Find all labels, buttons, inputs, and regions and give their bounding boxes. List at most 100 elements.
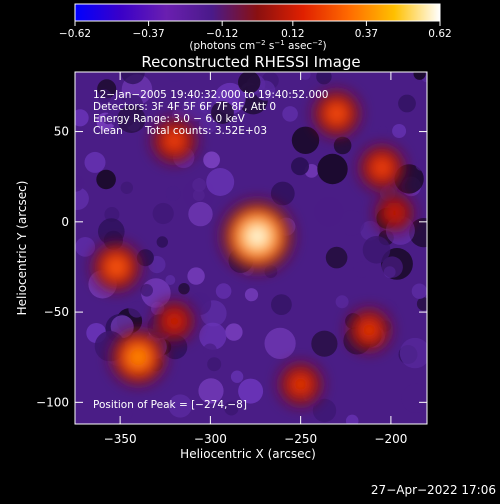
heatmap-texture-blob (398, 94, 416, 113)
heatmap-texture-blob (224, 401, 239, 416)
heatmap-texture-blob (183, 178, 215, 210)
heatmap-texture-blob (121, 72, 145, 85)
heatmap-texture-blob (392, 124, 407, 138)
heatmap-texture-blob (255, 80, 276, 101)
emission-spot (364, 325, 375, 335)
peak-position-label: Position of Peak = [−274,−8] (93, 399, 247, 411)
y-tick-label: −50 (44, 305, 69, 319)
heatmap-texture-blob (211, 101, 234, 124)
emission-spot (132, 351, 145, 364)
heatmap-texture-blob (75, 109, 89, 127)
colorbar-strip (74, 3, 441, 22)
heatmap-texture-blob (360, 220, 380, 241)
colorbar-tick-label: −0.37 (132, 28, 164, 40)
heatmap-texture-blob (362, 236, 391, 264)
heatmap-texture-blob (120, 408, 133, 421)
heatmap-texture-blob (291, 157, 309, 176)
info-line-energy: Energy Range: 3.0 − 6.0 keV (93, 113, 246, 125)
x-tick-label: −250 (284, 432, 317, 446)
heatmap-texture-blob (84, 151, 106, 173)
heatmap-texture-blob (311, 330, 338, 357)
colorbar-units: (photons cm−2 s−1 asec−2) (189, 39, 326, 52)
heatmap-texture-blob (264, 327, 296, 359)
heatmap-texture-blob (312, 398, 337, 423)
heatmap-texture-blob (291, 126, 320, 154)
heatmap-texture-blob (399, 337, 427, 369)
heatmap-texture-blob (411, 283, 427, 299)
x-axis-label: Heliocentric X (arcsec) (180, 447, 316, 461)
y-tick-label: 0 (61, 215, 69, 229)
heatmap-texture-blob (314, 197, 344, 227)
y-axis-ticks: 50 0 −50 −100 (36, 125, 427, 409)
info-line-counts: Total counts: 3.52E+03 (144, 125, 267, 137)
colorbar-tick-label: −0.62 (59, 28, 91, 40)
heatmap-texture-blob (271, 294, 292, 315)
heatmap-texture-blob (164, 72, 185, 82)
heatmap-texture-blob (416, 297, 427, 311)
heatmap-texture-blob (270, 181, 295, 206)
y-tick-label: −100 (36, 395, 69, 409)
x-tick-label: −300 (194, 432, 227, 446)
x-tick-label: −350 (104, 432, 137, 446)
info-line-clean: Clean (93, 125, 123, 137)
heatmap-texture-blob (230, 370, 244, 383)
heatmap-texture-blob (96, 169, 116, 190)
y-axis-label: Heliocentric Y (arcsec) (15, 181, 29, 316)
heatmap-texture-blob (178, 283, 190, 295)
heatmap-texture-blob (120, 181, 133, 194)
heatmap-texture-blob (413, 72, 426, 80)
heatmap-plot (75, 72, 427, 424)
colorbar-ticks: −0.62 −0.37 −0.12 0.12 0.37 0.62 (59, 21, 452, 40)
heatmap-texture-blob (128, 301, 145, 318)
heatmap-texture-blob (353, 261, 370, 278)
heatmap-texture-blob (187, 267, 205, 285)
y-tick-label: 50 (54, 125, 69, 139)
emission-spot (295, 379, 306, 390)
heatmap-texture-blob (244, 288, 259, 302)
heatmap-texture-blob (162, 334, 188, 360)
heatmap-texture-blob (97, 89, 112, 104)
info-annotations: 12−Jan−2005 19:40:32.000 to 19:40:52.000… (93, 89, 329, 411)
heatmap-texture-blob (188, 292, 212, 316)
x-tick-label: −200 (374, 432, 407, 446)
heatmap-texture-blob (238, 72, 261, 94)
heatmap-texture-blob (156, 236, 168, 248)
heatmap-texture-blob (117, 105, 146, 133)
heatmap-texture-blob (207, 357, 222, 372)
heatmap-texture-blob (381, 256, 403, 278)
heatmap-texture-blob (182, 96, 208, 122)
heatmap-texture-blob (203, 343, 217, 358)
heatmap-texture-blob (203, 151, 221, 169)
heatmap-texture-blob (215, 283, 232, 299)
heatmap-texture-blob (165, 185, 181, 201)
heatmap-texture-blob (199, 115, 218, 134)
emission-spot (111, 261, 122, 273)
chart-title: Reconstructed RHESSI Image (141, 53, 360, 71)
info-line-time: 12−Jan−2005 19:40:32.000 to 19:40:52.000 (93, 89, 329, 101)
heatmap-texture-blob (401, 383, 427, 413)
emission-spot (249, 228, 266, 245)
heatmap-texture-blob (225, 323, 243, 341)
heatmap-texture-blob (198, 378, 224, 404)
heatmap-texture-blob (379, 299, 398, 318)
colorbar-tick-label: −0.12 (206, 28, 238, 40)
plot-frame (74, 71, 428, 425)
heatmap-texture-blob (415, 159, 427, 171)
emission-spot (390, 208, 399, 217)
heatmap-texture-blob (188, 201, 213, 227)
heatmap-texture-blob (206, 168, 235, 196)
heatmap-texture-blob (168, 394, 192, 418)
colorbar: −0.62 −0.37 −0.12 0.12 0.37 0.62 (photons cm−… (59, 3, 452, 52)
heatmap-texture-blob (98, 218, 125, 245)
heatmap-texture-blob (238, 378, 264, 404)
heatmap-texture-blob (199, 322, 227, 350)
heatmap-texture-blob (104, 207, 120, 222)
heatmap-texture-blob (75, 174, 85, 192)
x-axis-ticks: −350 −300 −250 −200 (104, 72, 407, 446)
emission-spot (376, 162, 387, 173)
emission-spot (169, 135, 180, 146)
heatmap-texture-blob (282, 106, 298, 122)
heatmap-texture-blob (339, 210, 365, 236)
info-line-detectors: Detectors: 3F 4F 5F 6F 7F 8F, Att 0 (93, 101, 276, 113)
heatmap-texture-blob (136, 249, 154, 267)
